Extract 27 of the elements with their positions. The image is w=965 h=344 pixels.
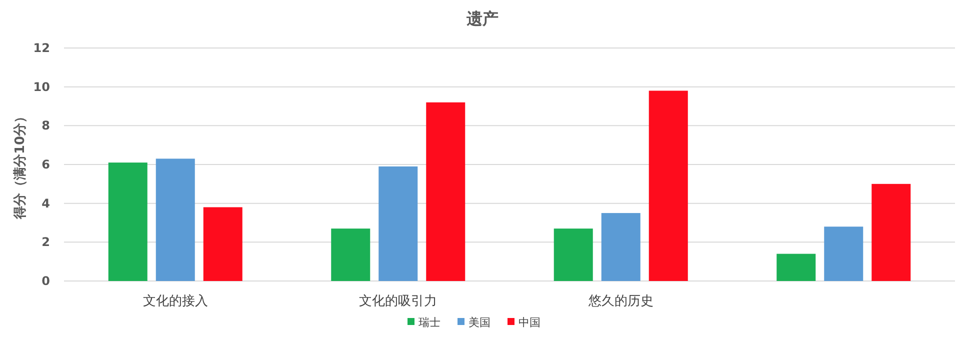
bar (872, 184, 911, 281)
y-tick-label: 10 (33, 80, 50, 94)
x-tick-label: 文化的吸引力 (359, 294, 438, 309)
legend-label: 中国 (518, 316, 540, 329)
bar (378, 166, 418, 281)
bar (824, 226, 864, 281)
y-tick-label: 4 (42, 196, 50, 210)
bar (601, 213, 640, 281)
chart-title: 遗产 (466, 9, 498, 28)
y-tick-label: 2 (42, 235, 50, 250)
y-tick-label: 6 (42, 158, 50, 172)
bar (648, 90, 688, 281)
bar (331, 228, 370, 281)
bar (426, 102, 466, 281)
bar (108, 162, 148, 281)
bar (554, 228, 593, 281)
bar (203, 207, 242, 281)
y-axis-title: 得分（满分10分） (13, 110, 28, 220)
legend-label: 美国 (468, 316, 490, 329)
bar (776, 254, 816, 281)
y-tick-label: 0 (42, 274, 50, 288)
bar (156, 158, 195, 281)
x-tick-label: 悠久的历史 (587, 294, 654, 309)
legend-label: 瑞士 (418, 316, 440, 329)
y-tick-label: 8 (42, 118, 50, 133)
x-tick-label: 文化的接入 (142, 294, 208, 309)
y-tick-label: 12 (33, 41, 50, 55)
